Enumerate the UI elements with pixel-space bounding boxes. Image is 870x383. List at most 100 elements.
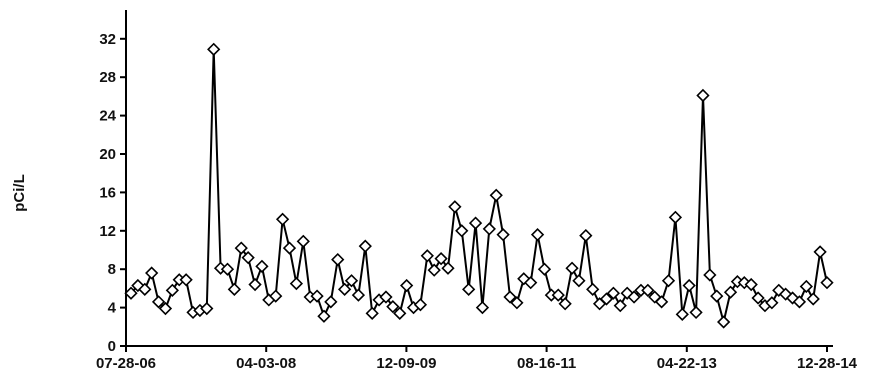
data-point <box>799 279 813 294</box>
data-point <box>427 263 441 277</box>
data-point <box>124 286 138 300</box>
data-point <box>365 306 379 320</box>
data-point <box>441 261 455 275</box>
data-point <box>379 290 393 304</box>
series-line <box>130 49 828 323</box>
data-point <box>482 222 496 236</box>
data-point <box>241 251 255 265</box>
data-point <box>151 295 166 309</box>
data-point <box>579 228 593 243</box>
y-tick-label: 20 <box>99 146 116 163</box>
data-point <box>234 241 248 255</box>
data-point <box>475 300 490 315</box>
y-ticks: 0 4 8 12 16 20 24 28 32 <box>99 31 126 355</box>
data-point <box>138 282 152 296</box>
y-tick-label: 0 <box>108 338 116 355</box>
data-point <box>496 228 510 242</box>
data-point <box>448 200 462 214</box>
data-point <box>627 290 641 304</box>
data-point <box>682 278 696 293</box>
data-point <box>524 276 538 290</box>
data-point <box>158 301 173 316</box>
data-point <box>503 290 517 304</box>
x-tick-label: 04-22-13 <box>657 355 717 372</box>
series-markers <box>124 42 834 329</box>
data-point <box>296 234 310 248</box>
x-tick-label: 07-28-06 <box>96 355 156 372</box>
y-tick-label: 8 <box>108 261 116 278</box>
data-point <box>331 252 345 267</box>
y-tick-label: 32 <box>99 31 116 48</box>
data-point <box>661 274 676 288</box>
x-tick-label: 12-09-09 <box>376 355 436 372</box>
data-point <box>400 278 414 293</box>
y-tick-label: 12 <box>99 223 116 240</box>
data-point <box>510 296 524 310</box>
data-point <box>462 282 476 296</box>
data-point <box>282 241 297 255</box>
data-point <box>317 309 331 323</box>
data-point <box>358 239 372 253</box>
y-tick-label: 24 <box>99 108 116 125</box>
data-point <box>220 262 235 276</box>
x-ticks: 07-28-06 04-03-08 12-09-09 08-16-11 04-22-13… <box>96 346 858 372</box>
data-point <box>675 307 689 321</box>
data-point <box>613 299 627 313</box>
data-point <box>654 295 669 309</box>
data-point <box>765 296 779 310</box>
data-point <box>820 276 834 290</box>
y-axis-label: pCi/L <box>11 174 28 212</box>
data-point <box>468 216 483 230</box>
data-point <box>806 292 820 306</box>
x-tick-label: 08-16-11 <box>517 355 576 372</box>
axes <box>125 10 833 347</box>
data-point <box>324 295 338 309</box>
x-tick-label: 12-28-14 <box>797 355 858 372</box>
data-point <box>255 259 269 273</box>
data-point <box>710 289 724 303</box>
data-point <box>420 249 434 263</box>
x-tick-label: 04-03-08 <box>236 355 296 372</box>
data-point <box>689 305 703 320</box>
data-point <box>813 245 827 259</box>
data-point <box>717 315 731 329</box>
data-point <box>310 289 324 303</box>
data-point <box>145 266 159 280</box>
data-point <box>530 228 545 242</box>
data-point <box>751 291 765 305</box>
data-point <box>227 282 241 296</box>
y-tick-label: 16 <box>99 184 116 201</box>
data-point <box>606 286 621 300</box>
data-point <box>393 306 407 320</box>
data-point <box>455 224 469 238</box>
data-point <box>200 301 214 316</box>
data-point <box>269 289 283 303</box>
data-point <box>703 268 717 282</box>
data-point <box>344 274 359 288</box>
data-point <box>289 276 304 291</box>
data-point <box>599 292 614 306</box>
data-point <box>537 262 552 276</box>
data-point <box>179 273 193 287</box>
data-point <box>413 298 428 312</box>
y-tick-label: 4 <box>108 300 117 317</box>
y-tick-label: 28 <box>99 69 116 86</box>
data-point <box>792 295 807 309</box>
data-point <box>572 274 586 288</box>
data-point <box>434 252 448 266</box>
data-point <box>386 300 400 314</box>
data-point <box>558 297 572 311</box>
data-point <box>551 288 565 302</box>
data-point <box>165 283 179 297</box>
data-point <box>275 212 290 226</box>
data-point <box>489 188 503 202</box>
data-point <box>723 285 738 299</box>
data-point <box>207 42 221 56</box>
data-point <box>337 282 352 296</box>
data-point <box>248 277 262 292</box>
data-point <box>565 261 579 275</box>
data-point <box>351 288 366 302</box>
data-point <box>641 283 655 297</box>
data-point <box>744 277 758 292</box>
